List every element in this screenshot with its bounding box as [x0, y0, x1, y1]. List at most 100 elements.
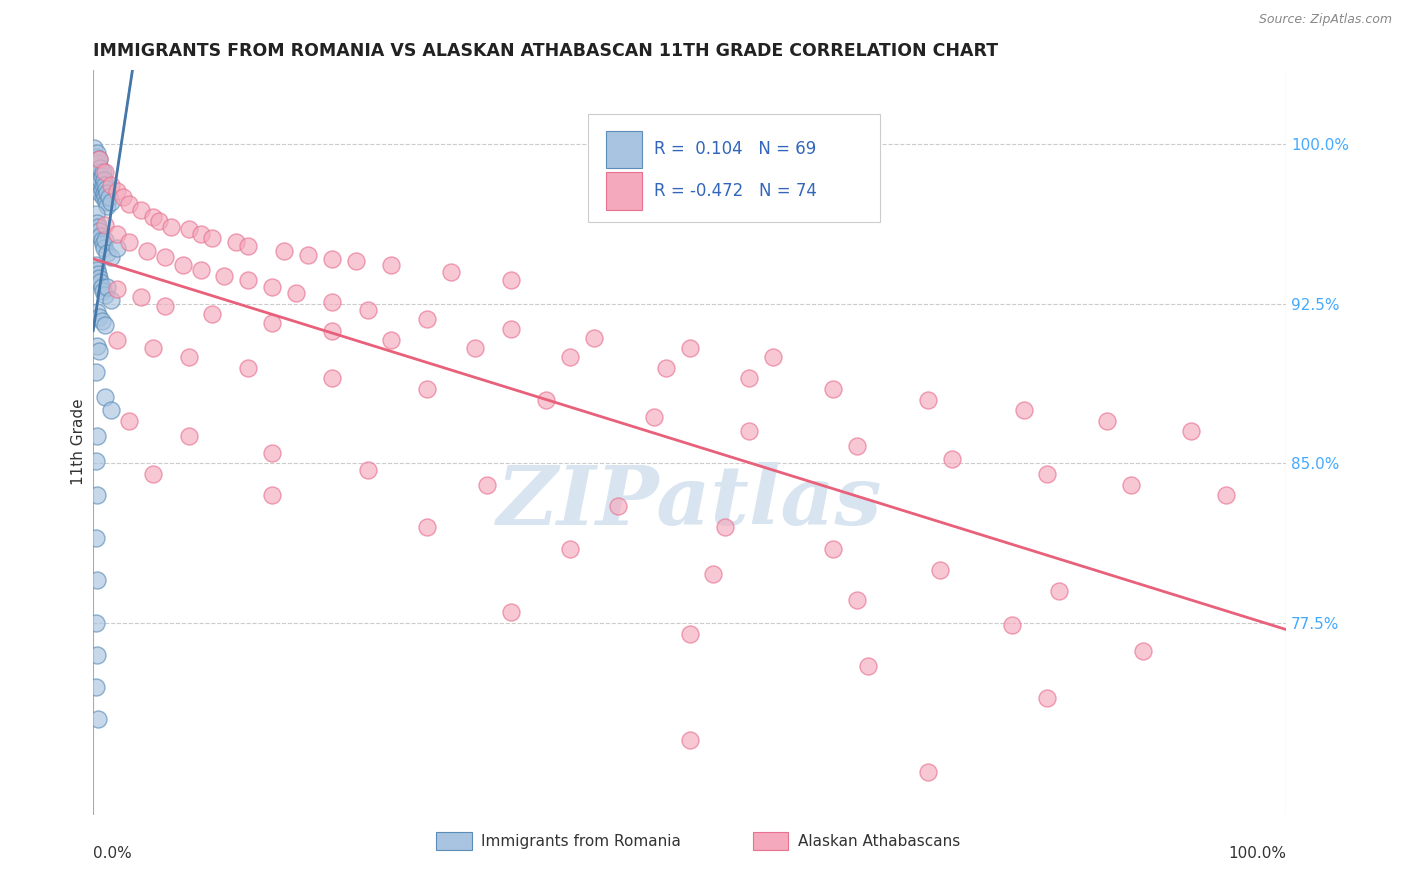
- Point: [321, 252, 343, 266]
- Point: [86, 145, 108, 160]
- Point: [86, 305, 108, 319]
- Point: [96, 279, 118, 293]
- Point: [172, 259, 194, 273]
- Point: [380, 259, 402, 273]
- Point: [917, 392, 939, 407]
- Point: [93, 173, 115, 187]
- Point: [821, 541, 844, 556]
- Point: [214, 269, 236, 284]
- Point: [100, 250, 122, 264]
- Point: [148, 213, 170, 227]
- Point: [475, 477, 498, 491]
- Point: [1036, 690, 1059, 705]
- Point: [201, 307, 224, 321]
- Point: [738, 371, 761, 385]
- Point: [262, 446, 284, 460]
- Point: [678, 626, 700, 640]
- Point: [100, 178, 122, 192]
- Point: [89, 152, 111, 166]
- Point: [499, 273, 522, 287]
- Point: [89, 161, 111, 175]
- Point: [917, 764, 939, 779]
- Point: [177, 428, 200, 442]
- Point: [94, 391, 117, 405]
- Point: [105, 242, 128, 256]
- Point: [84, 207, 107, 221]
- Point: [356, 303, 378, 318]
- Point: [845, 592, 868, 607]
- Point: [142, 467, 165, 481]
- Point: [118, 235, 141, 249]
- Point: [94, 318, 117, 332]
- Point: [86, 162, 108, 177]
- Point: [97, 190, 120, 204]
- Point: [321, 294, 343, 309]
- Point: [111, 190, 134, 204]
- Point: [89, 165, 111, 179]
- Point: [93, 186, 115, 200]
- Point: [89, 178, 111, 192]
- Point: [96, 245, 118, 260]
- Point: [607, 499, 630, 513]
- Point: [84, 150, 107, 164]
- Point: [89, 186, 111, 200]
- Text: IMMIGRANTS FROM ROMANIA VS ALASKAN ATHABASCAN 11TH GRADE CORRELATION CHART: IMMIGRANTS FROM ROMANIA VS ALASKAN ATHAB…: [93, 42, 998, 60]
- Y-axis label: 11th Grade: 11th Grade: [72, 399, 86, 485]
- Point: [87, 267, 110, 281]
- Point: [262, 279, 284, 293]
- Point: [380, 333, 402, 347]
- Point: [94, 190, 117, 204]
- FancyBboxPatch shape: [606, 131, 643, 168]
- FancyBboxPatch shape: [588, 114, 880, 222]
- Point: [87, 156, 110, 170]
- Point: [89, 310, 111, 324]
- Point: [738, 425, 761, 439]
- Point: [159, 220, 181, 235]
- Point: [440, 265, 463, 279]
- Point: [321, 325, 343, 339]
- Point: [100, 403, 122, 417]
- Point: [86, 648, 108, 662]
- Point: [94, 233, 117, 247]
- Point: [96, 186, 118, 200]
- Text: 0.0%: 0.0%: [93, 847, 132, 862]
- Point: [238, 360, 260, 375]
- Point: [499, 322, 522, 336]
- Point: [262, 316, 284, 330]
- Point: [356, 463, 378, 477]
- Point: [118, 414, 141, 428]
- Point: [89, 271, 111, 285]
- Point: [153, 299, 176, 313]
- Point: [416, 382, 439, 396]
- Point: [702, 567, 724, 582]
- Point: [90, 279, 112, 293]
- Point: [87, 712, 110, 726]
- Point: [94, 165, 117, 179]
- Point: [1047, 584, 1070, 599]
- Point: [1180, 425, 1202, 439]
- Point: [238, 273, 260, 287]
- Point: [416, 520, 439, 534]
- Text: Immigrants from Romania: Immigrants from Romania: [481, 834, 682, 849]
- Point: [91, 284, 114, 298]
- Text: R =  0.104   N = 69: R = 0.104 N = 69: [654, 140, 815, 159]
- Text: ZIPatlas: ZIPatlas: [496, 462, 883, 541]
- Point: [96, 194, 118, 209]
- Point: [89, 228, 111, 243]
- Point: [941, 452, 963, 467]
- Point: [90, 314, 112, 328]
- Point: [84, 259, 107, 273]
- Point: [129, 290, 152, 304]
- Point: [96, 199, 118, 213]
- Point: [105, 282, 128, 296]
- Point: [94, 178, 117, 192]
- Point: [678, 342, 700, 356]
- Point: [83, 141, 105, 155]
- Point: [177, 222, 200, 236]
- Point: [105, 333, 128, 347]
- Point: [84, 158, 107, 172]
- Point: [190, 262, 212, 277]
- Point: [84, 531, 107, 545]
- Point: [142, 210, 165, 224]
- Point: [1036, 467, 1059, 481]
